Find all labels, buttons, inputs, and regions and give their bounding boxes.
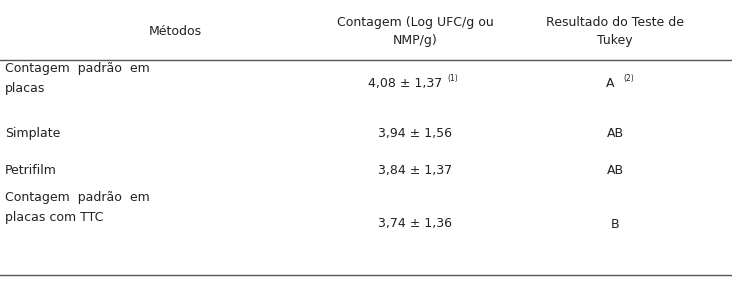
Text: 3,94 ± 1,56: 3,94 ± 1,56 — [378, 127, 452, 140]
Text: (1): (1) — [447, 74, 458, 83]
Text: Contagem  padrão  em
placas com TTC: Contagem padrão em placas com TTC — [5, 191, 150, 224]
Text: 3,74 ± 1,36: 3,74 ± 1,36 — [378, 217, 452, 231]
Text: 3,84 ± 1,37: 3,84 ± 1,37 — [378, 164, 452, 177]
Text: Métodos: Métodos — [149, 25, 201, 38]
Text: Resultado do Teste de
Tukey: Resultado do Teste de Tukey — [546, 16, 684, 47]
Text: Petrifilm: Petrifilm — [5, 164, 57, 177]
Text: AB: AB — [606, 164, 624, 177]
Text: (2): (2) — [623, 74, 634, 83]
Text: A: A — [606, 77, 614, 90]
Text: AB: AB — [606, 127, 624, 140]
Text: 4,08 ± 1,37: 4,08 ± 1,37 — [368, 77, 442, 90]
Text: Contagem (Log UFC/g ou
NMP/g): Contagem (Log UFC/g ou NMP/g) — [337, 16, 493, 47]
Text: B: B — [610, 217, 619, 231]
Text: Contagem  padrão  em
placas: Contagem padrão em placas — [5, 62, 150, 95]
Text: Simplate: Simplate — [5, 127, 60, 140]
